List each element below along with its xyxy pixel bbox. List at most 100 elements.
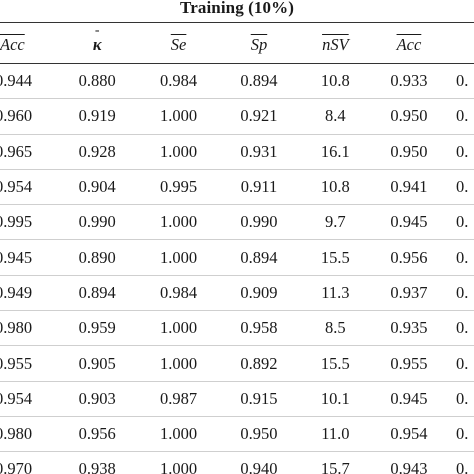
cell-value: 0.960 (0, 106, 33, 126)
cell-value: 0.965 (0, 141, 33, 161)
header-row: Acc κ Se Sp nSV Acc (0, 27, 474, 64)
cell-value: 0. (455, 318, 469, 338)
cell-value: 0.990 (78, 212, 116, 232)
cell-nsv: 11.3 (296, 275, 374, 312)
cell-nsv: 15.5 (296, 239, 374, 276)
cell-acc-test: 0.950 (373, 98, 444, 135)
cell-se: 0.987 (136, 381, 222, 417)
cell-acc-test: 0.945 (373, 381, 444, 417)
cell-value: 0.955 (0, 353, 33, 373)
cell-acc: 0.965 (0, 134, 59, 170)
cell-value: 10.8 (320, 177, 350, 197)
cell-value: 0.904 (78, 177, 116, 197)
table-row: 0.970 0.938 1.000 0.940 15.7 0.943 0. (0, 451, 474, 474)
table-row: 0.954 0.904 0.995 0.911 10.8 0.941 0. (0, 169, 474, 206)
cell-value: 0.937 (390, 282, 428, 302)
caption-rule (0, 22, 474, 23)
cell-value: 0.919 (78, 106, 116, 126)
cell-value: 16.1 (320, 141, 350, 161)
cell-sp: 0.921 (221, 98, 297, 135)
cell-se: 1.000 (136, 310, 222, 347)
cell-acc: 0.980 (0, 416, 59, 453)
cell-value: 0.941 (390, 177, 428, 197)
cell-value: 1.000 (160, 212, 198, 232)
cell-value: 0.945 (390, 212, 428, 232)
cell-acc-test: 0.935 (373, 310, 444, 347)
table-row: 0.980 0.956 1.000 0.950 11.0 0.954 0. (0, 416, 474, 453)
cell-clipped: 0. (443, 310, 474, 347)
cell-value: 0.987 (160, 388, 198, 408)
cell-kappa: 0.880 (58, 63, 136, 100)
cell-value: 10.8 (320, 71, 350, 91)
cell-acc: 0.945 (0, 239, 59, 276)
cell-nsv: 10.8 (296, 169, 374, 206)
header-se: Se (136, 27, 222, 64)
cell-clipped: 0. (443, 204, 474, 241)
cell-acc-test: 0.933 (373, 63, 444, 100)
cell-sp: 0.950 (221, 416, 297, 453)
table-body: 0.944 0.880 0.984 0.894 10.8 0.933 0. 0.960 0.91… (0, 63, 474, 474)
table-row: 0.949 0.894 0.984 0.909 11.3 0.937 0. (0, 275, 474, 312)
cell-value: 0.945 (0, 247, 33, 267)
cell-clipped: 0. (443, 63, 474, 100)
table-row: 0.945 0.890 1.000 0.894 15.5 0.956 0. (0, 239, 474, 276)
cell-value: 1.000 (160, 318, 198, 338)
cell-value: 15.5 (320, 353, 350, 373)
header-acc-test-label: Acc (396, 35, 422, 54)
cell-clipped: 0. (443, 451, 474, 474)
cell-se: 1.000 (136, 345, 222, 382)
cell-acc: 0.954 (0, 381, 59, 417)
cell-nsv: 8.4 (296, 98, 374, 135)
cell-value: 0.928 (78, 141, 116, 161)
cell-acc-test: 0.956 (373, 239, 444, 276)
cell-acc: 0.944 (0, 63, 59, 100)
cell-clipped: 0. (443, 345, 474, 382)
cell-value: 0.894 (78, 282, 116, 302)
cell-sp: 0.990 (221, 204, 297, 241)
cell-value: 0.970 (0, 459, 33, 474)
cell-se: 0.984 (136, 63, 222, 100)
cell-value: 0. (455, 459, 469, 474)
cell-nsv: 11.0 (296, 416, 374, 453)
cell-value: 0.894 (240, 247, 278, 267)
cell-value: 0. (455, 212, 469, 232)
cell-value: 0.880 (78, 71, 116, 91)
cell-value: 0. (455, 424, 469, 444)
cell-value: 0.984 (160, 71, 198, 91)
table-row: 0.980 0.959 1.000 0.958 8.5 0.935 0. (0, 310, 474, 347)
cell-value: 1.000 (160, 106, 198, 126)
cell-clipped: 0. (443, 98, 474, 135)
header-kappa-label: κ (93, 35, 102, 55)
cell-value: 15.5 (320, 247, 350, 267)
cell-value: 15.7 (320, 459, 350, 474)
cell-clipped: 0. (443, 169, 474, 206)
cell-acc: 0.995 (0, 204, 59, 241)
cell-value: 0.945 (390, 388, 428, 408)
cell-value: 0.933 (390, 71, 428, 91)
cell-value: 0.892 (240, 353, 278, 373)
cell-value: 0.921 (240, 106, 278, 126)
cell-acc: 0.949 (0, 275, 59, 312)
table-caption: Training (10%) (180, 0, 294, 17)
cell-value: 0. (455, 106, 469, 126)
cell-value: 0.890 (78, 247, 116, 267)
cell-value: 11.0 (321, 424, 350, 444)
cell-nsv: 10.8 (296, 63, 374, 100)
table-row: 0.955 0.905 1.000 0.892 15.5 0.955 0. (0, 345, 474, 382)
header-kappa: κ (58, 27, 136, 64)
table-row: 0.944 0.880 0.984 0.894 10.8 0.933 0. (0, 63, 474, 100)
cell-kappa: 0.890 (58, 239, 136, 276)
cell-value: 0.956 (78, 424, 116, 444)
cell-nsv: 9.7 (296, 204, 374, 241)
cell-acc-test: 0.941 (373, 169, 444, 206)
header-acc: Acc (0, 27, 59, 64)
cell-acc: 0.970 (0, 451, 59, 474)
cell-sp: 0.894 (221, 63, 297, 100)
cell-nsv: 15.7 (296, 451, 374, 474)
cell-value: 0.980 (0, 424, 33, 444)
header-acc-label: Acc (0, 35, 25, 54)
cell-value: 8.5 (325, 318, 346, 338)
cell-kappa: 0.956 (58, 416, 136, 453)
header-acc-test: Acc (373, 27, 444, 64)
cell-value: 1.000 (160, 424, 198, 444)
